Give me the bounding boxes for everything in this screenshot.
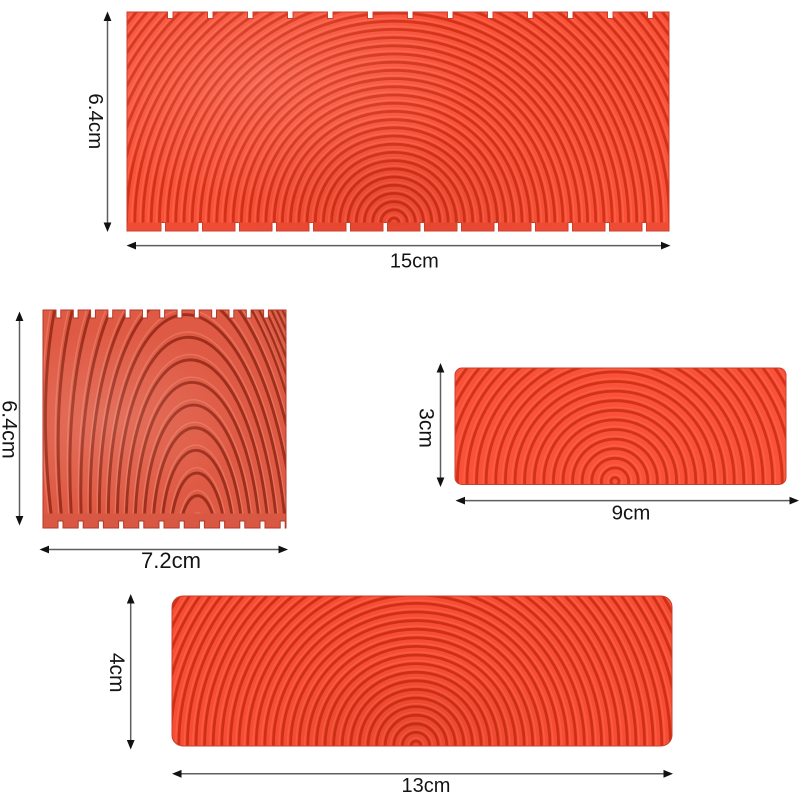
svg-text:13cm: 13cm (402, 775, 451, 797)
svg-text:9cm: 9cm (612, 501, 651, 524)
svg-text:6.4cm: 6.4cm (84, 93, 107, 149)
svg-text:7.2cm: 7.2cm (141, 548, 201, 573)
svg-text:3cm: 3cm (415, 408, 438, 448)
svg-text:6.4cm: 6.4cm (0, 400, 21, 459)
svg-text:4cm: 4cm (105, 653, 128, 693)
svg-text:15cm: 15cm (390, 250, 439, 272)
